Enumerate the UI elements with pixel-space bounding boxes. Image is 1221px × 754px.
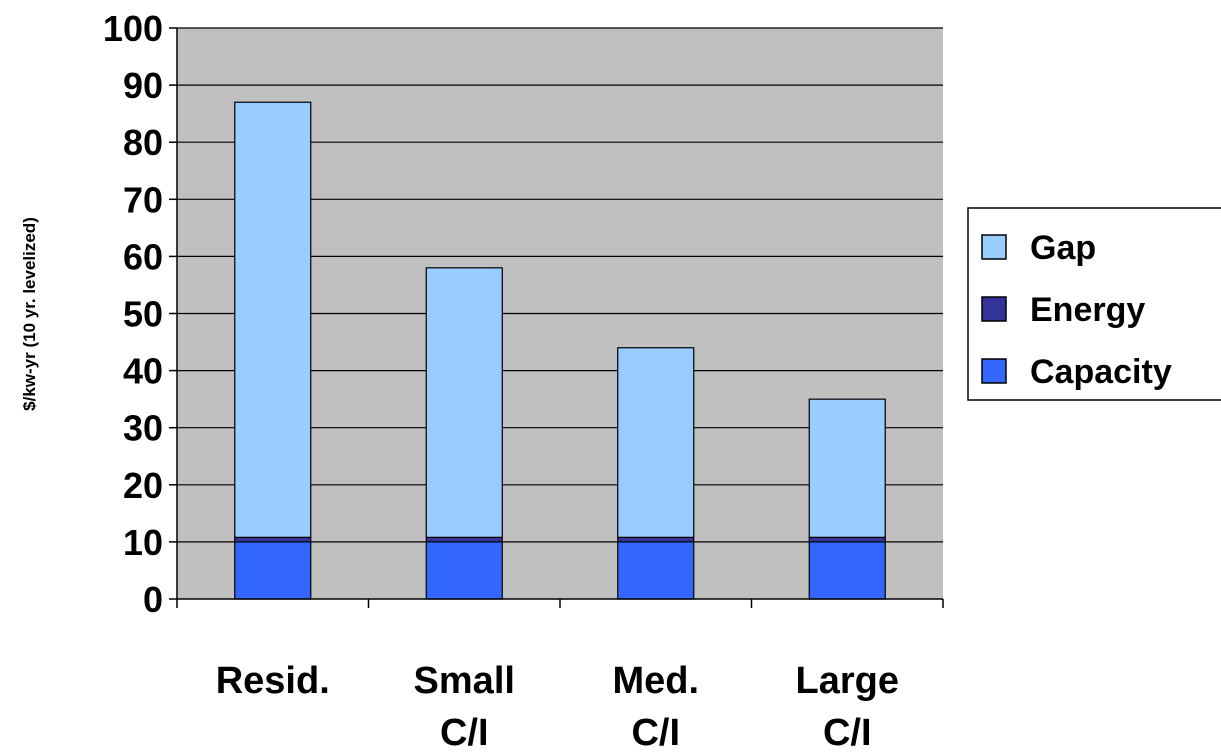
- legend-label-capacity: Capacity: [1030, 353, 1172, 391]
- legend-swatch-gap: [981, 234, 1007, 260]
- bar-capacity: [617, 541, 695, 600]
- y-tick-label: 40: [123, 351, 163, 392]
- y-tick-label: 100: [103, 8, 163, 49]
- y-tick-label: 90: [123, 65, 163, 106]
- x-tick-labels: Resid. Small C/I Med. C/I Large C/I: [216, 660, 899, 754]
- bars: [234, 101, 886, 600]
- bar-gap: [234, 101, 312, 538]
- legend-label-energy: Energy: [1030, 291, 1145, 329]
- legend-box: [967, 207, 1221, 401]
- y-tick-label: 0: [143, 579, 163, 620]
- x-tick-label: Resid.: [216, 660, 330, 702]
- bar-gap: [425, 267, 503, 538]
- bar-energy: [425, 536, 503, 543]
- bar-energy: [617, 536, 695, 543]
- y-tick-label: 70: [123, 179, 163, 220]
- y-tick-label: 20: [123, 465, 163, 506]
- y-tick-labels: 0 10 20 30 40 50 60 70 80 90 100: [103, 8, 163, 620]
- y-tick-label: 50: [123, 294, 163, 335]
- y-tick-label: 80: [123, 122, 163, 163]
- bar-capacity: [808, 541, 886, 600]
- legend-label-gap: Gap: [1030, 229, 1096, 267]
- legend-swatch-capacity: [981, 358, 1007, 384]
- x-tick-label: Small C/I: [414, 660, 515, 754]
- bar-energy: [808, 536, 886, 543]
- y-tick-label: 30: [123, 408, 163, 449]
- bar-capacity: [234, 541, 312, 600]
- legend-swatch-energy: [981, 296, 1007, 322]
- bar-capacity: [425, 541, 503, 600]
- bar-energy: [234, 536, 312, 543]
- bar-gap: [808, 398, 886, 538]
- y-tick-label: 10: [123, 522, 163, 563]
- x-tick-label: Large C/I: [796, 660, 899, 754]
- bar-gap: [617, 347, 695, 538]
- axes: [169, 27, 944, 608]
- y-tick-label: 60: [123, 236, 163, 277]
- legend: Gap Energy Capacity: [967, 207, 1221, 401]
- y-axis-label: $/kw-yr (10 yr. levelized): [20, 217, 39, 411]
- x-tick-label: Med. C/I: [612, 660, 699, 754]
